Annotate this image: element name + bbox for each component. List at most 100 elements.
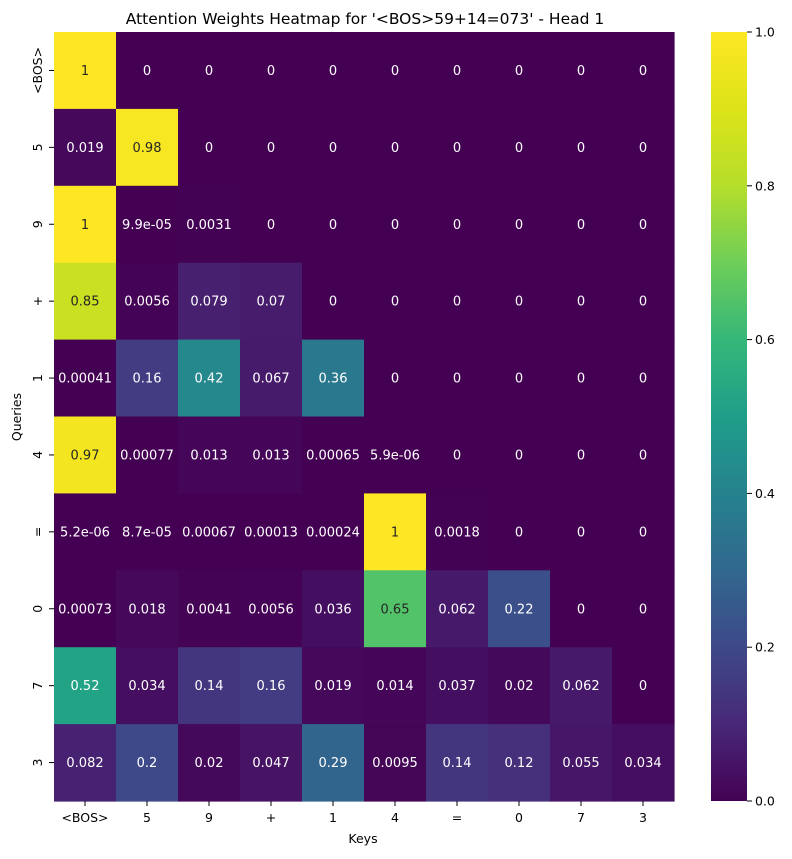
cell-value-label: 0 [639,295,647,310]
cell-value-label: 0 [329,295,337,310]
cell-value-label: 0.019 [66,141,103,156]
colorbar-tick-label: 0.2 [755,640,775,655]
heatmap-cell [178,108,241,187]
cell-value-label: 0 [639,448,647,463]
heatmap-cell [426,262,489,341]
heatmap-cell [54,647,117,725]
y-tick-label: 1 [30,374,45,382]
heatmap-cell [364,185,427,264]
cell-value-label: 0.0031 [186,218,232,233]
heatmap-cell [302,570,365,648]
cell-value-label: 0 [453,372,461,387]
heatmap-cell [612,570,675,648]
x-tick-label: 9 [205,810,213,825]
cell-value-label: 0.36 [319,372,348,387]
cell-value-label: 0 [577,141,585,156]
x-tick-label: 1 [329,810,337,825]
cell-value-label: 0 [453,218,461,233]
heatmap-cell [612,339,675,418]
heatmap-cell [116,108,179,187]
y-tick-label: 0 [30,605,45,613]
y-tick-label: 4 [30,451,45,459]
cell-value-label: 0.0018 [434,525,480,540]
heatmap-cell [426,32,489,110]
heatmap-cell [240,493,303,571]
chart-title: Attention Weights Heatmap for '<BOS>59+1… [126,10,605,28]
cell-value-label: 0 [515,448,523,463]
cell-value-label: 0.037 [438,679,475,694]
cell-value-label: 0.0056 [124,295,170,310]
heatmap-cell [612,262,675,341]
cell-value-label: 0.98 [133,141,162,156]
cell-value-label: 0 [143,64,151,79]
heatmap-cell [612,724,675,802]
heatmap-cell [116,262,179,341]
x-tick-label: 7 [577,810,585,825]
cell-value-label: 0.00065 [306,448,360,463]
x-tick-label: <BOS> [61,810,108,825]
heatmap-cell [364,493,427,571]
colorbar-tick-label: 0.4 [755,486,775,501]
heatmap-cell [178,647,241,725]
x-tick-label: 4 [391,810,399,825]
cell-value-label: 0.85 [71,295,100,310]
cell-value-label: 0 [515,218,523,233]
cell-value-label: 0.034 [624,756,661,771]
cell-value-label: 0.00041 [58,372,112,387]
heatmap-cell [550,570,613,648]
cell-value-label: 0 [515,64,523,79]
cell-value-label: 0.16 [257,679,286,694]
heatmap-cell [240,570,303,648]
heatmap-cell [612,185,675,264]
cell-value-label: 0.055 [562,756,599,771]
heatmap-cell [488,185,551,264]
cell-value-label: 0 [515,372,523,387]
cell-value-label: 0.036 [314,602,351,617]
cell-value-label: 0 [639,679,647,694]
heatmap-cell [54,32,117,110]
heatmap-cell [178,32,241,110]
heatmap-cells [54,32,675,802]
cell-value-label: 0.062 [438,602,475,617]
heatmap-cell [116,493,179,571]
cell-value-label: 0 [205,141,213,156]
cell-value-label: 1 [81,64,89,79]
heatmap-cell [178,724,241,802]
heatmap-cell [426,647,489,725]
heatmap-cell [364,339,427,418]
cell-value-label: 0.16 [133,372,162,387]
cell-value-label: 0.067 [252,372,289,387]
cell-value-label: 0 [391,141,399,156]
heatmap-cell [426,108,489,187]
heatmap-cell [426,416,489,494]
cell-value-label: 0.14 [443,756,472,771]
heatmap-cell [488,570,551,648]
cell-value-label: 0 [577,602,585,617]
heatmap-cell [54,262,117,341]
x-tick-label: 0 [515,810,523,825]
cell-value-label: 0.0095 [372,756,418,771]
cell-value-label: 0 [639,218,647,233]
cell-value-label: 0 [639,64,647,79]
cell-value-label: 0 [639,372,647,387]
heatmap-cell [550,339,613,418]
heatmap-cell [426,570,489,648]
cell-value-label: 0 [577,295,585,310]
cell-value-label: 0 [453,295,461,310]
heatmap-cell [116,416,179,494]
colorbar-tick-label: 0.0 [755,794,775,809]
cell-value-label: 0.013 [190,448,227,463]
cell-value-label: 0.034 [128,679,165,694]
heatmap-cell [178,185,241,264]
heatmap-cell [612,493,675,571]
y-axis-ticks: <BOS> 5 9 +1 4 = 0 7 3 [30,47,54,767]
heatmap-cell [550,493,613,571]
heatmap-cell [116,647,179,725]
heatmap-cell [612,32,675,110]
x-tick-label: 3 [639,810,647,825]
cell-value-label: 0.018 [128,602,165,617]
heatmap-cell [116,339,179,418]
cell-value-label: 0 [577,448,585,463]
heatmap-cell [178,339,241,418]
cell-value-label: 0.97 [71,448,100,463]
